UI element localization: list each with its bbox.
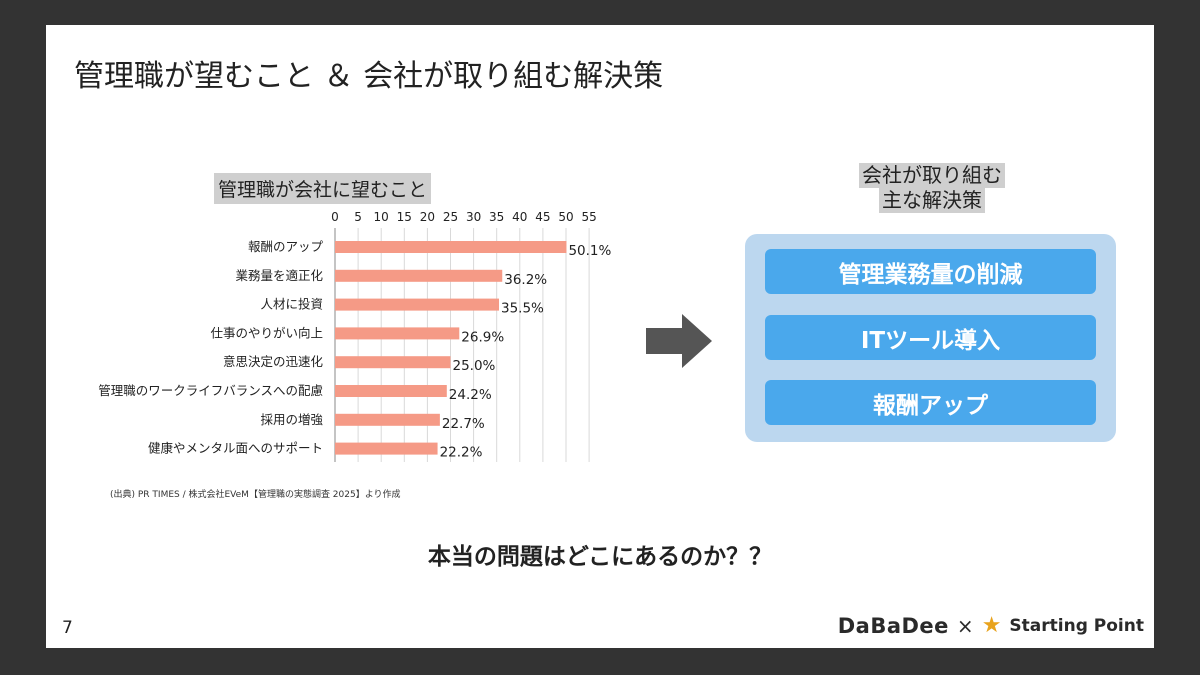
bar-chart: 0 5 10 15 20 25 30 35 40 45 50 55 報酬のアップ 50.1% 業務量を適正化…	[98, 210, 612, 462]
x-tick-label: 40	[512, 210, 527, 224]
solutions-heading: 会社が取り組む 主な解決策	[806, 163, 1058, 213]
solution-item-pay-raise: 報酬アップ	[765, 380, 1096, 425]
x-tick-label: 50	[558, 210, 573, 224]
category-label: 人材に投資	[260, 297, 323, 312]
value-label: 25.0%	[453, 358, 496, 374]
value-label: 50.1%	[568, 243, 611, 259]
value-label: 36.2%	[504, 272, 547, 288]
starting-point-logo: Starting Point	[1009, 615, 1144, 636]
bar	[335, 385, 447, 397]
solution-item-it-tools: ITツール導入	[765, 315, 1096, 360]
star-icon: ★	[981, 613, 1002, 638]
times-separator: ×	[956, 613, 974, 638]
solution-item-reduce-workload: 管理業務量の削減	[765, 249, 1096, 294]
solutions-panel: 管理業務量の削減 ITツール導入 報酬アップ	[745, 234, 1116, 442]
bar	[335, 327, 460, 340]
x-tick-label: 30	[466, 210, 481, 224]
category-label: 業務量を適正化	[235, 268, 323, 283]
x-tick-label: 5	[354, 210, 362, 224]
x-tick-label: 0	[331, 210, 339, 224]
x-tick-label: 25	[443, 210, 458, 224]
source-note: (出典) PR TIMES / 株式会社EVeM【管理職の実態調査 2025】よ…	[110, 490, 401, 500]
x-tick-label: 45	[535, 210, 550, 224]
category-label: 健康やメンタル面へのサポート	[148, 441, 323, 456]
value-label: 26.9%	[461, 329, 504, 345]
footer-logos: DaBaDee × ★ Starting Point	[838, 613, 1144, 638]
category-label: 採用の増強	[260, 412, 323, 427]
value-label: 22.2%	[440, 445, 483, 461]
category-label: 報酬のアップ	[248, 239, 324, 254]
category-label: 管理職のワークライフバランスへの配慮	[98, 383, 323, 398]
page-number: 7	[62, 618, 73, 638]
bar	[335, 241, 567, 253]
bar	[335, 356, 451, 369]
dabadee-logo: DaBaDee	[837, 613, 949, 638]
slide: 管理職が望むこと ＆ 会社が取り組む解決策 管理職が会社に望むこと 0 5 10 15…	[46, 25, 1154, 648]
category-label: 仕事のやりがい向上	[210, 325, 323, 340]
x-tick-label: 20	[420, 210, 435, 224]
category-label: 意思決定の迅速化	[223, 354, 324, 369]
bar	[335, 298, 500, 311]
value-label: 22.7%	[442, 416, 485, 432]
bar	[335, 442, 438, 455]
value-label: 24.2%	[449, 387, 492, 403]
bar	[335, 269, 503, 282]
solutions-heading-line2: 主な解決策	[879, 188, 985, 213]
key-question: 本当の問題はどこにあるのか？？	[427, 544, 773, 570]
value-label: 35.5%	[501, 301, 544, 317]
x-tick-label: 55	[581, 210, 596, 224]
x-tick-label: 15	[397, 210, 412, 224]
solutions-heading-line1: 会社が取り組む	[859, 163, 1005, 188]
x-tick-label: 10	[374, 210, 389, 224]
chart-title: 管理職が会社に望むこと	[214, 173, 432, 204]
right-arrow-icon	[646, 314, 712, 368]
slide-title: 管理職が望むこと ＆ 会社が取り組む解決策	[74, 59, 664, 94]
x-tick-label: 35	[489, 210, 504, 224]
bar	[335, 413, 440, 426]
